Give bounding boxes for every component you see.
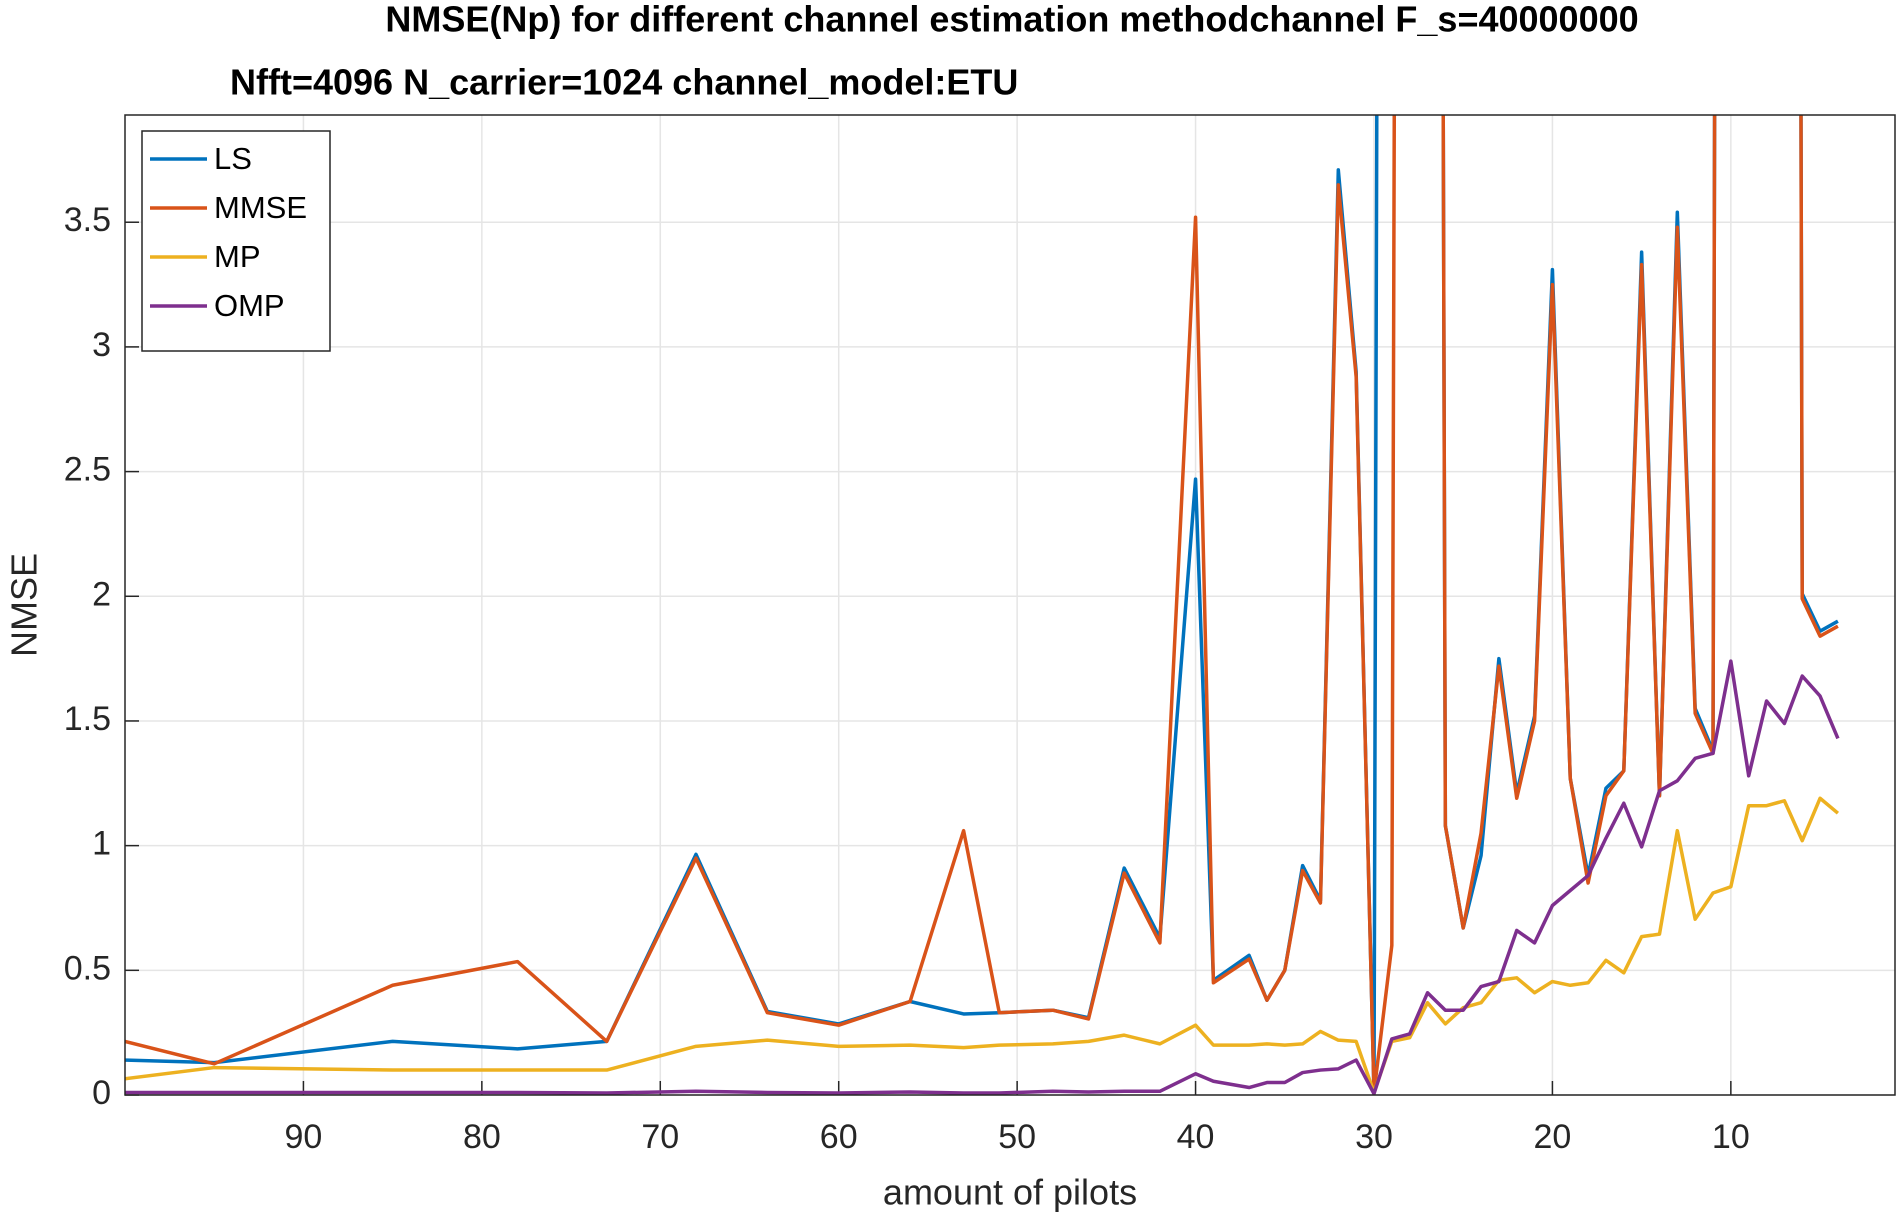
chart-subtitle: Nfft=4096 N_carrier=1024 channel_model:E… [220, 62, 1018, 103]
x-tick-label: 80 [463, 1118, 501, 1156]
y-tick-label: 0 [92, 1074, 111, 1112]
lines [125, 115, 1840, 1095]
plot-area [125, 115, 1895, 1095]
legend-label: OMP [214, 288, 285, 323]
y-tick-label: 1 [92, 825, 111, 863]
legend-label: MP [214, 239, 261, 274]
legend-label: MMSE [214, 190, 307, 225]
axes-box [124, 114, 1896, 1096]
y-axis-label: NMSE [4, 553, 45, 657]
x-tick-label: 10 [1712, 1118, 1750, 1156]
y-tick-label: 3 [92, 326, 111, 364]
chart-title: NMSE(Np) for different channel estimatio… [385, 0, 1638, 40]
x-axis-label: amount of pilots [883, 1172, 1137, 1213]
y-tick-label: 2.5 [64, 451, 111, 489]
legend: LS MMSE MP OMP [141, 130, 331, 352]
x-tick-label: 90 [285, 1118, 323, 1156]
series-line [125, 115, 1839, 1095]
y-tick-label: 2 [92, 575, 111, 613]
y-tick-label: 1.5 [64, 700, 111, 738]
series-line [125, 659, 1840, 1095]
x-tick-label: 50 [998, 1118, 1036, 1156]
grid [125, 115, 1895, 1096]
x-tick-label: 20 [1534, 1118, 1572, 1156]
x-tick-label: 70 [641, 1118, 679, 1156]
legend-box [141, 130, 331, 352]
x-tick-label: 30 [1355, 1118, 1393, 1156]
legend-label: LS [214, 141, 252, 176]
y-tick-label: 3.5 [64, 201, 111, 239]
y-tick-label: 0.5 [64, 949, 111, 987]
x-tick-label: 40 [1177, 1118, 1215, 1156]
x-tick-label: 60 [820, 1118, 858, 1156]
